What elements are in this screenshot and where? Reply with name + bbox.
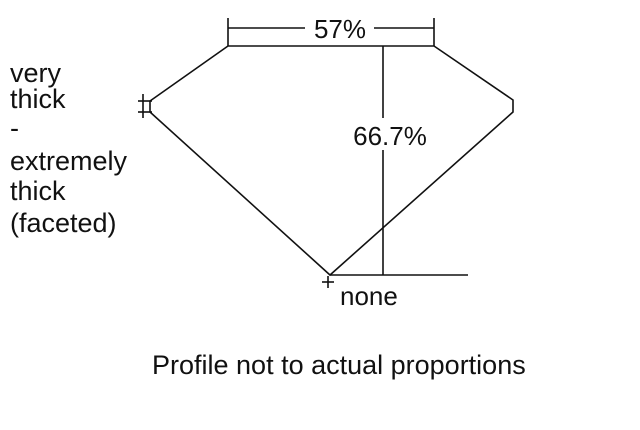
depth-label: 66.7% <box>353 121 427 151</box>
culet-marker <box>322 276 334 288</box>
depth-dimension: 66.7% <box>330 46 468 276</box>
svg-text:thick: thick <box>10 176 66 206</box>
svg-text:very: very <box>10 58 62 88</box>
svg-text:extremely: extremely <box>10 146 128 176</box>
girdle-marker <box>138 94 152 118</box>
culet-label: none <box>340 281 398 311</box>
svg-text:-: - <box>10 113 19 143</box>
gem-outline <box>149 45 514 277</box>
profile-outline <box>149 45 514 277</box>
table-width-label: 57% <box>314 14 366 44</box>
svg-text:thick: thick <box>10 84 66 114</box>
table-dimension: 57% <box>227 14 435 46</box>
girdle-label: very thick - extremely thick (faceted) <box>10 58 128 238</box>
svg-text:(faceted): (faceted) <box>10 208 117 238</box>
caption: Profile not to actual proportions <box>152 350 526 380</box>
